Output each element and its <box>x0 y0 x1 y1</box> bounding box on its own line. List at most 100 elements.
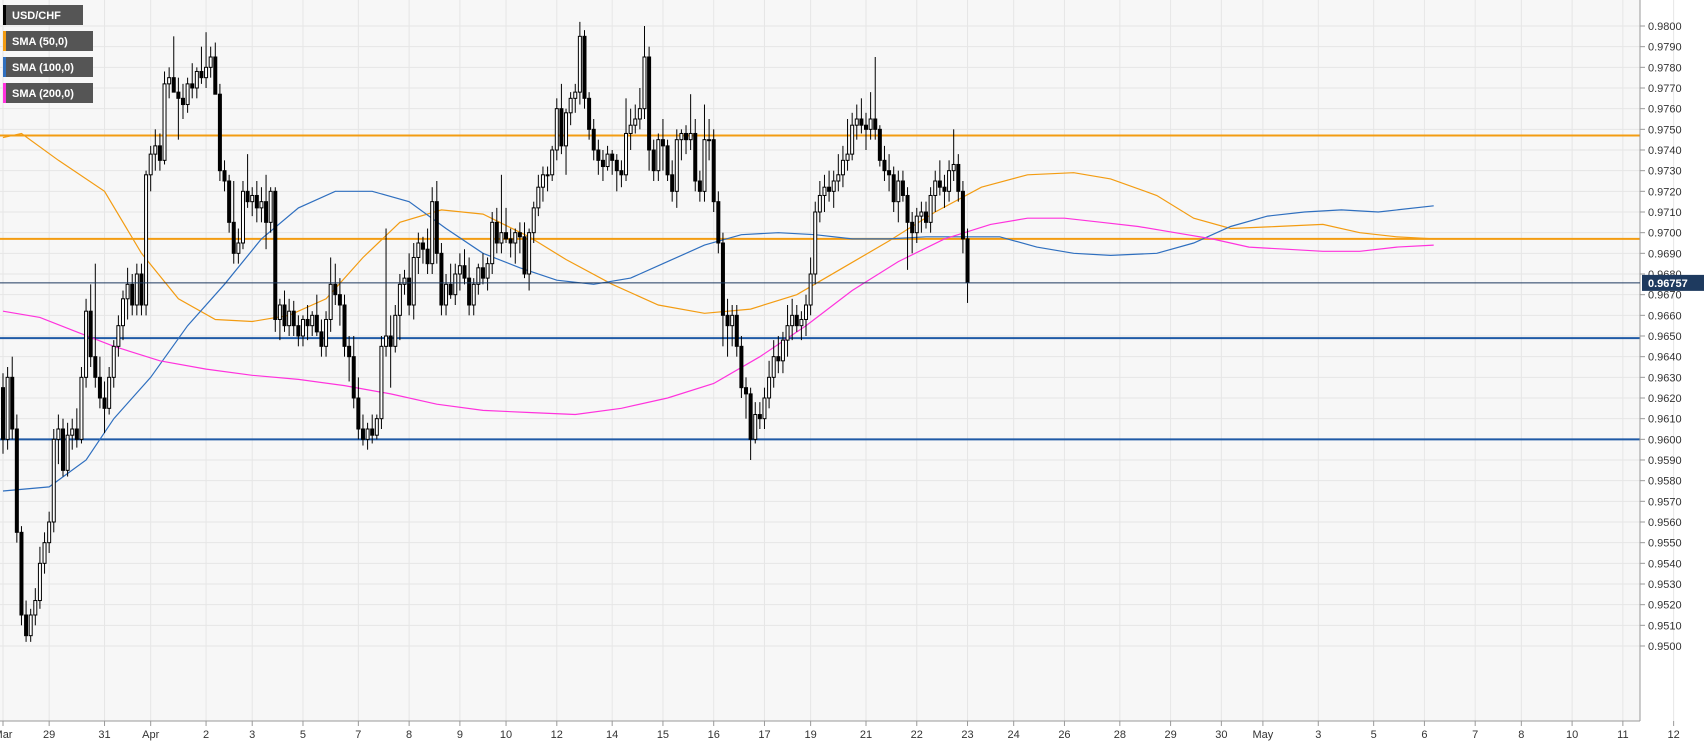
candle-body <box>619 170 624 176</box>
candle-body <box>910 221 915 234</box>
candle-body <box>268 190 273 223</box>
legend-item-box <box>3 31 93 51</box>
candle-body <box>684 132 689 141</box>
legend-item-swatch <box>3 83 6 103</box>
x-tick-label: 9 <box>457 729 463 741</box>
candle-body <box>656 139 661 172</box>
candle-body <box>393 314 398 347</box>
candle-body <box>882 159 887 172</box>
x-tick-label: 12 <box>551 729 563 741</box>
candle-body <box>407 277 412 306</box>
legend-item-swatch <box>3 31 6 51</box>
y-tick-label: 0.9700 <box>1648 228 1682 240</box>
candle-body <box>120 298 125 327</box>
candle-body <box>753 414 758 440</box>
x-tick-label: 3 <box>249 729 255 741</box>
candle-body <box>116 325 121 347</box>
candle-body <box>337 294 342 306</box>
candle-body <box>79 376 84 440</box>
candle-body <box>536 186 541 209</box>
candle-body <box>310 314 315 327</box>
candle-body <box>951 163 956 172</box>
candle-body <box>808 273 813 306</box>
x-tick-label: 12 <box>1668 729 1680 741</box>
candle-body <box>439 252 444 306</box>
candle-body <box>65 434 70 471</box>
x-tick-label: 30 <box>1215 729 1227 741</box>
candle-body <box>328 283 333 320</box>
candle-body <box>457 265 462 275</box>
candle-body <box>430 201 435 265</box>
candle-body <box>324 318 329 347</box>
y-tick-label: 0.9660 <box>1648 310 1682 322</box>
candle-body <box>494 221 499 244</box>
sma-line <box>2 132 1434 323</box>
candle-body <box>693 132 698 182</box>
candle-body <box>739 345 744 389</box>
candle-body <box>180 97 185 106</box>
candle-body <box>956 163 961 192</box>
x-tick-label: 22 <box>911 729 923 741</box>
y-tick-label: 0.9530 <box>1648 579 1682 591</box>
candle-body <box>222 170 227 182</box>
y-tick-label: 0.9720 <box>1648 186 1682 198</box>
candle-body <box>360 428 365 440</box>
candle-body <box>720 242 725 316</box>
candle-body <box>365 428 370 440</box>
candle-body <box>928 194 933 223</box>
candle-body <box>628 124 633 134</box>
candle-body <box>448 283 453 296</box>
candle-body <box>873 118 878 130</box>
candle-body <box>771 356 776 378</box>
candle-body <box>637 108 642 120</box>
candle-body <box>351 356 356 399</box>
candle-body <box>70 428 75 436</box>
candle-body <box>605 153 610 168</box>
candle-body <box>688 132 693 141</box>
candle-body <box>425 248 430 265</box>
y-tick-label: 0.9790 <box>1648 42 1682 54</box>
candle-body <box>550 149 555 176</box>
candle-body <box>827 186 832 192</box>
candle-body <box>305 318 310 327</box>
candle-body <box>600 159 605 168</box>
candle-body <box>84 310 89 378</box>
candle-body <box>868 118 873 130</box>
x-tick-label: 5 <box>1371 729 1377 741</box>
y-tick-label: 0.9730 <box>1648 166 1682 178</box>
y-tick-label: 0.9590 <box>1648 455 1682 467</box>
candle-body <box>134 273 139 306</box>
legend-item-label: SMA (50,0) <box>12 36 68 48</box>
x-tick-label: Mar <box>0 729 13 741</box>
candle-body <box>379 345 384 420</box>
candle-body <box>887 170 892 176</box>
x-tick-label: 26 <box>1058 729 1070 741</box>
candle-body <box>513 232 518 244</box>
candle-body <box>499 232 504 244</box>
candle-body <box>790 314 795 327</box>
candle-body <box>665 145 670 176</box>
candle-body <box>624 132 629 176</box>
x-tick-label: 3 <box>1315 729 1321 741</box>
legend-item-swatch <box>3 5 6 25</box>
candle-body <box>900 180 905 196</box>
candle-body <box>734 314 739 347</box>
candle-body <box>37 562 42 602</box>
x-tick-label: 16 <box>708 729 720 741</box>
candle-body <box>480 267 485 279</box>
legend-item-box <box>3 83 93 103</box>
y-tick-label: 0.9760 <box>1648 104 1682 116</box>
candle-body <box>250 194 255 203</box>
candle-body <box>93 356 98 378</box>
candle-body <box>804 304 809 320</box>
candle-body <box>540 174 545 188</box>
candle-body <box>937 180 942 188</box>
x-tick-label: 11 <box>1617 729 1628 741</box>
candle-body <box>785 325 790 341</box>
y-tick-label: 0.9750 <box>1648 124 1682 136</box>
legend-item-box <box>3 57 93 77</box>
candle-body <box>319 331 324 347</box>
candle-body <box>794 314 799 327</box>
y-tick-label: 0.9580 <box>1648 476 1682 488</box>
candle-body <box>130 283 135 306</box>
